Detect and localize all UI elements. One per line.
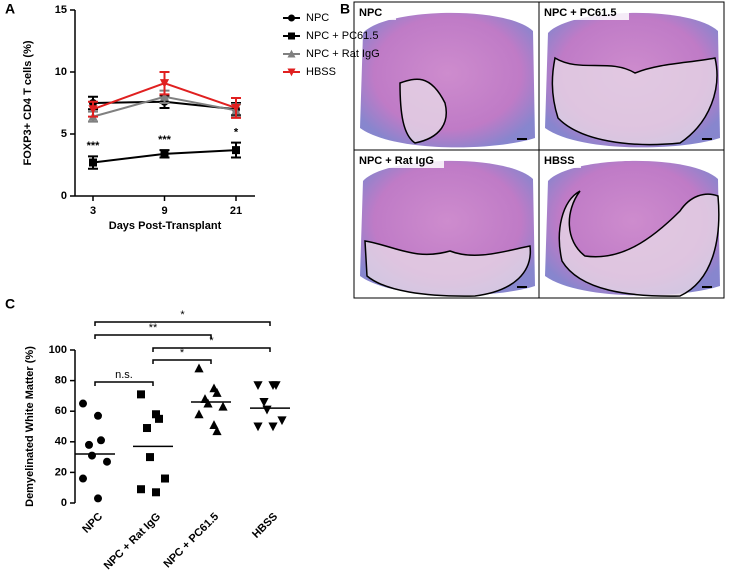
significance: * — [180, 347, 185, 359]
marker — [146, 453, 154, 462]
marker — [94, 411, 102, 420]
significance: *** — [158, 134, 172, 146]
legend-label: NPC + Rat IgG — [306, 48, 380, 60]
marker — [79, 399, 87, 408]
label-bg — [541, 152, 581, 168]
lesion-outline — [558, 190, 720, 297]
marker — [287, 68, 296, 77]
marker — [137, 485, 145, 494]
histology-panel: NPC NPC + PC61.5 NPC + Rat IgG HBSS — [353, 1, 725, 299]
legend-label: NPC + PC61.5 — [306, 30, 378, 42]
marker — [94, 494, 102, 503]
significance: * — [234, 127, 239, 139]
x-tick-label: 3 — [90, 205, 96, 217]
y-tick-label: 20 — [55, 466, 67, 478]
marker — [253, 422, 263, 432]
section-label: HBSS — [544, 155, 575, 167]
marker — [259, 398, 269, 407]
marker — [203, 398, 213, 408]
marker — [277, 416, 287, 426]
marker — [209, 420, 219, 429]
section-label: NPC + Rat IgG — [359, 155, 434, 167]
significance: * — [209, 335, 214, 347]
y-axis-label: FOXP3+ CD4 T cells (%) — [22, 40, 34, 165]
y-tick-label: 40 — [55, 436, 67, 448]
y-tick-label: 80 — [55, 375, 67, 387]
marker — [194, 363, 204, 373]
marker — [159, 79, 170, 88]
label-bg — [356, 4, 396, 20]
panel-label: B — [340, 1, 350, 17]
significance: * — [180, 309, 185, 321]
legend-label: NPC — [306, 12, 329, 24]
y-tick-label: 60 — [55, 405, 67, 417]
x-axis-label: Days Post-Transplant — [109, 220, 222, 232]
marker — [143, 424, 151, 433]
marker — [253, 381, 263, 390]
bracket — [94, 381, 154, 386]
significance: ** — [149, 322, 158, 334]
marker — [89, 158, 97, 167]
marker — [212, 388, 222, 397]
significance: *** — [87, 140, 101, 152]
marker — [152, 410, 160, 419]
lesion-outline — [551, 56, 718, 146]
marker — [161, 474, 169, 483]
marker — [155, 414, 163, 423]
marker — [103, 457, 111, 466]
bracket — [94, 334, 212, 339]
legend-label: HBSS — [306, 66, 336, 78]
y-tick-label: 0 — [61, 190, 67, 202]
panel-label: C — [5, 296, 15, 312]
y-tick-label: 10 — [55, 66, 67, 78]
bracket — [152, 347, 271, 352]
x-tick-label: 21 — [230, 205, 242, 217]
y-tick-label: 0 — [61, 497, 67, 509]
y-tick-label: 100 — [49, 344, 67, 356]
marker — [288, 32, 295, 40]
marker — [160, 149, 169, 158]
significance: n.s. — [115, 369, 133, 381]
marker — [79, 474, 87, 483]
bracket — [94, 321, 271, 326]
marker — [88, 451, 96, 460]
lesion-outline — [364, 240, 532, 297]
marker — [287, 49, 296, 58]
bracket — [152, 359, 212, 364]
marker — [231, 103, 241, 113]
marker — [97, 436, 105, 445]
label-bg — [356, 152, 444, 168]
y-tick-label: 15 — [55, 4, 67, 16]
marker — [212, 426, 222, 436]
marker — [288, 14, 295, 22]
marker — [232, 146, 240, 155]
marker — [88, 105, 98, 114]
marker — [268, 422, 278, 432]
marker — [194, 409, 204, 419]
marker — [271, 381, 281, 390]
y-tick-label: 5 — [61, 128, 67, 140]
marker — [85, 440, 93, 449]
marker — [152, 488, 160, 497]
marker — [159, 92, 170, 101]
lesion-outline — [399, 78, 447, 144]
tissue-section — [360, 12, 535, 148]
marker — [137, 390, 145, 399]
section-label: NPC + PC61.5 — [544, 7, 616, 19]
y-axis-label: Demyelinated White Matter (%) — [24, 346, 36, 507]
marker — [218, 401, 228, 411]
x-tick-label: 9 — [161, 205, 167, 217]
label-bg — [541, 4, 629, 20]
section-label: NPC — [359, 7, 382, 19]
panel-label: A — [5, 1, 15, 17]
